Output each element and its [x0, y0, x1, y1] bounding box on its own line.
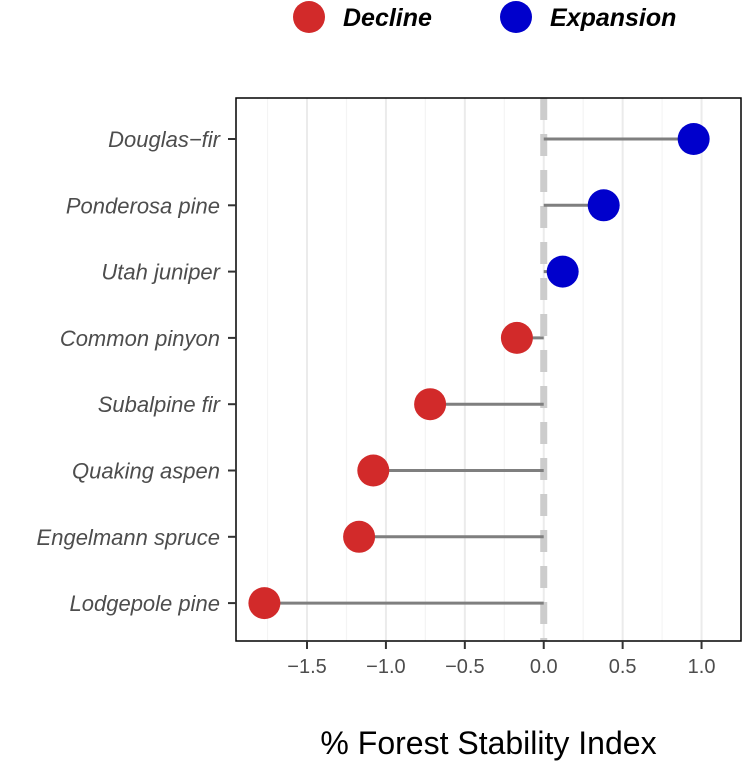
x-tick-label: −1.5 [287, 656, 326, 678]
y-tick-label: Quaking aspen [72, 459, 220, 484]
x-tick-label: 0.0 [530, 656, 558, 678]
legend: Decline Expansion [293, 1, 676, 33]
x-tick-label: 0.5 [609, 656, 637, 678]
y-tick-label: Lodgepole pine [70, 591, 220, 616]
grid-lines [266, 98, 742, 641]
y-tick-label: Subalpine fir [98, 392, 222, 417]
x-tick-label: −1.0 [366, 656, 405, 678]
y-tick-label: Engelmann spruce [37, 525, 220, 550]
x-tick-label: −0.5 [445, 656, 484, 678]
lollipop-point [500, 321, 533, 354]
lollipop-point [587, 189, 620, 222]
lollipop-stems [264, 137, 694, 605]
legend-label-expansion: Expansion [550, 4, 676, 32]
legend-marker-expansion [500, 1, 532, 33]
lollipop-points [248, 123, 710, 620]
y-tick-label: Utah juniper [101, 260, 221, 285]
x-axis: −1.5 −1.0 −0.5 0.0 0.5 1.0 [287, 641, 715, 678]
y-tick-label: Ponderosa pine [66, 193, 220, 218]
y-axis: Douglas−fir Ponderosa pine Utah juniper Com… [37, 127, 236, 616]
y-tick-label: Common pinyon [60, 326, 220, 351]
lollipop-point [357, 454, 390, 487]
legend-marker-decline [293, 1, 325, 33]
lollipop-point [677, 123, 710, 155]
legend-label-decline: Decline [343, 4, 432, 32]
x-axis-title: % Forest Stability Index [320, 725, 656, 761]
lollipop-point [343, 520, 376, 553]
x-tick-label: 1.0 [688, 656, 716, 678]
plot-panel-border [235, 97, 742, 642]
y-tick-label: Douglas−fir [108, 127, 222, 152]
lollipop-point [248, 587, 281, 620]
lollipop-point [414, 388, 447, 421]
lollipop-point [546, 255, 579, 288]
